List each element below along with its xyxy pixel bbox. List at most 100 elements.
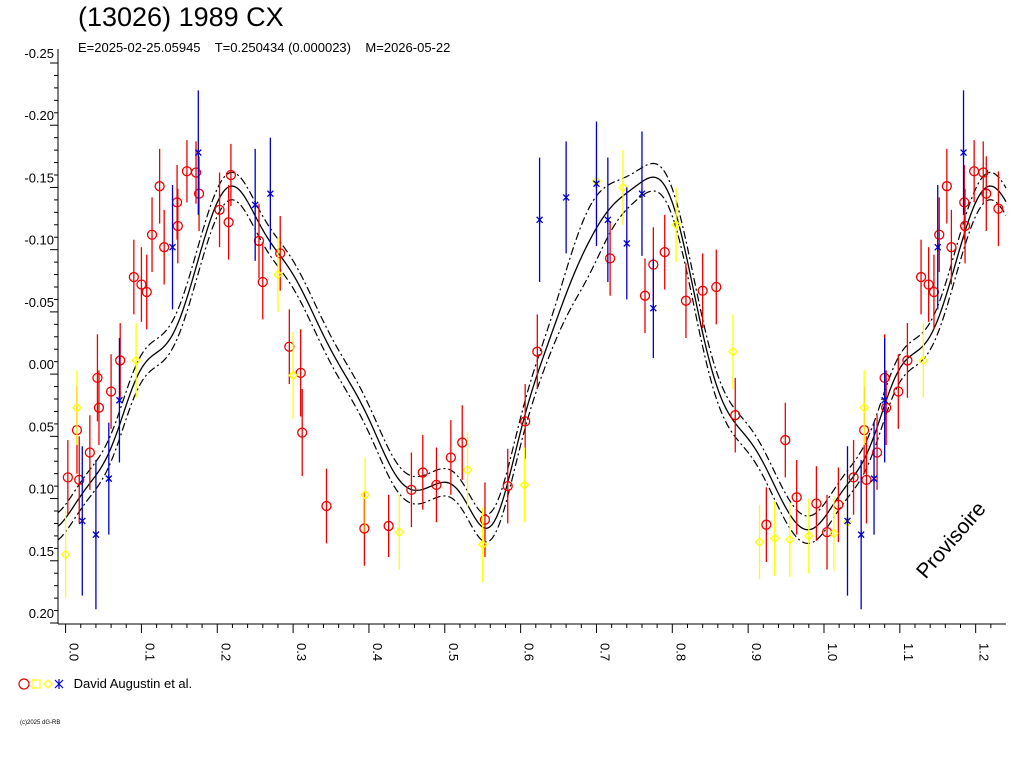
marker-circle <box>62 472 74 483</box>
data-point-red <box>915 239 927 315</box>
marker-diamond <box>769 533 780 544</box>
data-point-blue <box>105 422 113 535</box>
marker-circle <box>502 480 513 492</box>
marker-asterisk <box>562 193 570 202</box>
data-point-red <box>659 214 670 290</box>
data-point-red <box>93 370 105 446</box>
data-point-red <box>978 141 989 204</box>
data-point-red <box>128 239 139 315</box>
marker-circle <box>532 346 543 357</box>
data-point-red <box>811 466 822 541</box>
marker-circle <box>934 229 945 240</box>
data-point-red <box>881 370 892 446</box>
marker-diamond <box>273 269 283 280</box>
marker-circle <box>275 248 286 259</box>
data-point-red <box>861 436 872 524</box>
data-point-red <box>502 448 513 524</box>
marker-asterisk <box>857 530 865 539</box>
data-point-red <box>871 415 883 490</box>
marker-circle <box>861 474 872 486</box>
marker-circle <box>359 523 370 534</box>
marker-circle <box>225 169 237 181</box>
data-point-red <box>146 197 158 273</box>
data-point-red <box>284 309 295 385</box>
data-point-red <box>74 436 85 524</box>
data-point-red <box>780 402 791 478</box>
data-point-red <box>959 165 970 240</box>
data-point-red <box>417 435 428 510</box>
data-points <box>60 90 1004 610</box>
marker-circle <box>893 386 904 397</box>
data-point-yellow <box>519 447 530 523</box>
data-point-red <box>193 156 205 231</box>
data-point-yellow <box>273 237 283 312</box>
data-point-blue <box>593 121 600 246</box>
fit-curve-lower <box>57 190 1007 545</box>
marker-circle <box>520 416 531 427</box>
marker-circle <box>680 295 692 306</box>
data-point-red <box>941 148 952 224</box>
y-tick-label: 0.15 <box>29 544 54 559</box>
data-point-red <box>154 148 165 224</box>
marker-asterisk <box>115 396 123 405</box>
marker-circle <box>881 402 892 413</box>
marker-diamond <box>519 479 530 490</box>
marker-circle <box>902 355 913 366</box>
marker-circle <box>431 479 442 491</box>
chart-title: (13026) 1989 CX <box>78 2 284 32</box>
marker-circle <box>297 427 308 438</box>
marker-circle <box>92 372 103 383</box>
marker-circle <box>604 253 616 264</box>
marker-diamond <box>131 355 142 366</box>
x-tick-label: 0.7 <box>597 643 612 661</box>
marker-circle <box>445 452 457 463</box>
data-point-red <box>136 247 147 322</box>
copyright-text: (c)2025 dG-RB <box>20 720 61 726</box>
fit-curves <box>57 162 1007 545</box>
data-point-blue <box>623 187 631 300</box>
y-tick-label: 0.20 <box>29 606 54 621</box>
marker-circle <box>941 181 952 192</box>
marker-asterisk <box>105 474 113 483</box>
legend-label: David Augustin et al. <box>73 676 193 692</box>
marker-circle <box>128 271 139 283</box>
marker-circle <box>946 242 957 253</box>
marker-circle <box>74 474 85 486</box>
data-point-yellow <box>671 187 682 263</box>
data-point-red <box>893 354 904 429</box>
data-point-red <box>190 141 202 204</box>
marker-diamond <box>618 182 628 193</box>
y-tick-label: -0.10 <box>24 233 54 248</box>
x-tick-label: 0.4 <box>370 643 385 661</box>
marker-circle <box>193 188 205 199</box>
data-point-blue <box>562 141 570 254</box>
marker-diamond <box>288 370 299 381</box>
x-tick-label: 1.1 <box>901 643 916 661</box>
marker-circle <box>406 484 417 495</box>
data-point-red <box>223 184 234 260</box>
data-point-yellow <box>618 150 628 225</box>
data-point-red <box>115 323 126 398</box>
data-point-red <box>730 377 741 453</box>
x-tick-label: 0.0 <box>67 643 82 661</box>
marker-circle <box>915 271 927 283</box>
data-point-red <box>479 482 491 558</box>
data-point-red <box>92 334 103 422</box>
marker-circle <box>93 402 105 413</box>
marker-asterisk <box>169 243 176 252</box>
marker-circle <box>993 203 1004 214</box>
marker-circle <box>253 235 265 247</box>
data-point-red <box>383 494 394 558</box>
data-point-blue <box>638 131 646 256</box>
data-point-red <box>981 156 992 231</box>
marker-circle <box>697 285 708 296</box>
data-point-blue <box>169 184 176 310</box>
marker-asterisk <box>536 215 544 224</box>
y-tick-label: -0.05 <box>24 295 54 310</box>
marker-diamond <box>859 402 870 413</box>
marker-circle <box>959 220 971 232</box>
marker-circle <box>84 447 96 458</box>
marker-asterisk <box>92 530 100 539</box>
data-point-blue <box>251 148 259 261</box>
